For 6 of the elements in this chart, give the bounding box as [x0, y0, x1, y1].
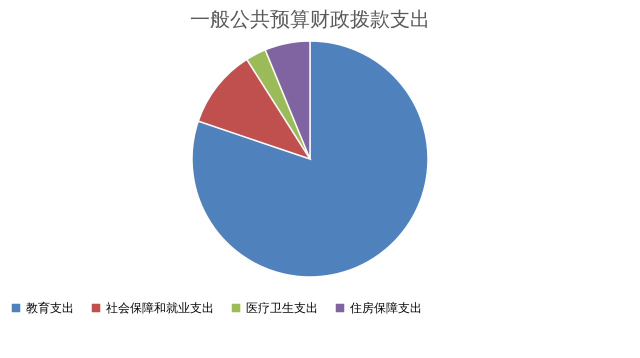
- legend-label: 社会保障和就业支出: [106, 301, 214, 315]
- legend-label: 教育支出: [26, 301, 74, 315]
- chart-title: 一般公共预算财政拨款支出: [190, 7, 430, 31]
- pie-slice: [191, 40, 429, 278]
- legend-label: 医疗卫生支出: [246, 301, 318, 315]
- legend-label: 住房保障支出: [349, 301, 422, 315]
